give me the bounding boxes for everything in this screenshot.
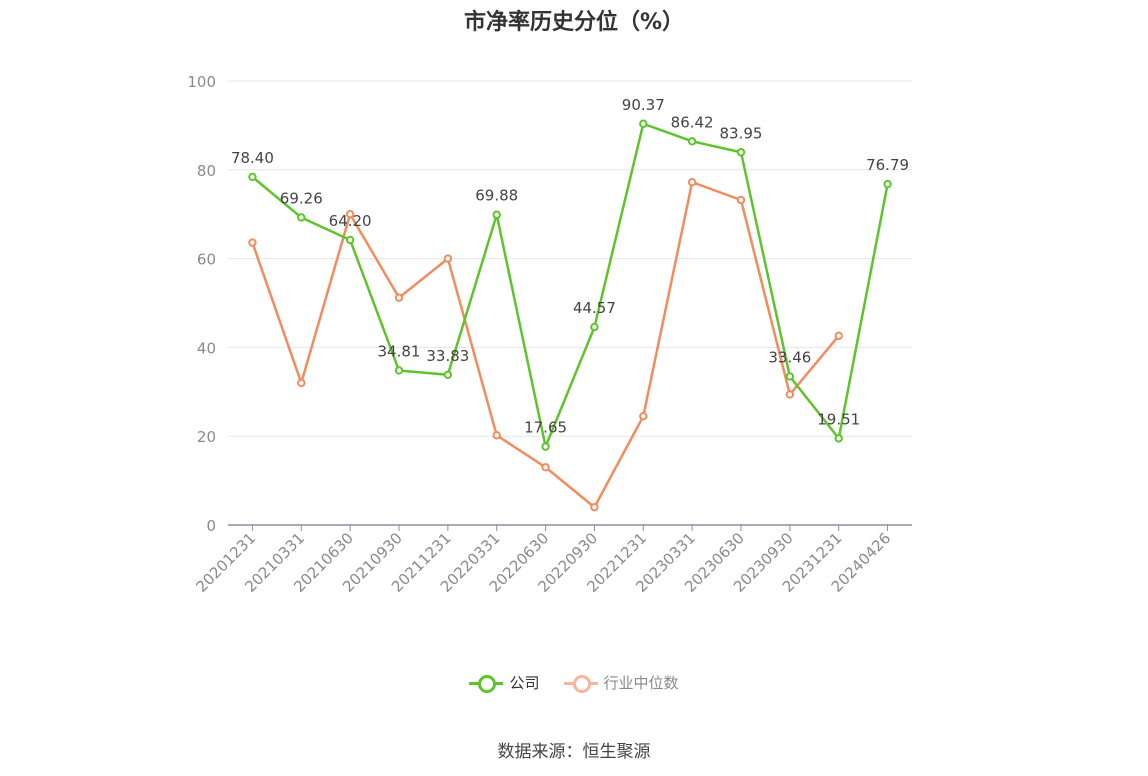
data-point xyxy=(394,293,404,302)
data-label: 44.57 xyxy=(573,299,616,317)
data-label: 34.81 xyxy=(378,342,421,360)
y-tick-label: 40 xyxy=(197,339,216,357)
data-label: 76.79 xyxy=(866,156,909,174)
data-point xyxy=(590,503,599,512)
data-label: 64.20 xyxy=(329,212,372,230)
data-label: 83.95 xyxy=(720,124,763,142)
series-lines xyxy=(248,119,892,512)
data-label: 17.65 xyxy=(524,419,567,437)
data-source-note: 数据来源：恒生聚源 xyxy=(497,742,651,762)
data-point xyxy=(785,372,795,381)
data-labels: 78.40 69.26 64.20 34.81 33.83 69.88 17.65 44.57… xyxy=(231,96,909,437)
data-point xyxy=(248,172,257,182)
data-point xyxy=(834,434,843,443)
data-point xyxy=(541,442,550,451)
data-point xyxy=(639,119,648,128)
y-tick-label: 60 xyxy=(197,251,216,269)
legend-item-company[interactable]: 公司 xyxy=(469,672,540,693)
data-point xyxy=(394,366,404,375)
data-point xyxy=(443,370,453,379)
data-point xyxy=(687,137,697,146)
data-point xyxy=(345,235,355,245)
y-tick-label: 100 xyxy=(187,73,216,91)
data-point xyxy=(687,178,697,187)
data-label: 86.42 xyxy=(671,113,714,131)
data-point xyxy=(248,238,257,247)
data-label: 33.46 xyxy=(768,348,811,366)
axes: 0204060801002020123120210331202106302021… xyxy=(187,73,912,596)
legend-item-industry-median[interactable]: 行业中位数 xyxy=(563,672,679,693)
legend-marker-industry-median xyxy=(563,674,598,693)
y-tick-label: 20 xyxy=(197,428,216,446)
data-point xyxy=(785,390,795,399)
data-point xyxy=(297,213,306,222)
data-point xyxy=(492,210,501,219)
data-point xyxy=(345,210,355,219)
chart-title: 市净率历史分位（%） xyxy=(463,10,685,35)
legend: 公司 行业中位数 xyxy=(0,672,1148,693)
data-point xyxy=(639,412,648,421)
data-point xyxy=(883,179,892,189)
series-line-1 xyxy=(251,180,840,509)
data-label: 90.37 xyxy=(622,96,665,114)
data-label: 19.51 xyxy=(817,410,860,428)
legend-marker-company xyxy=(469,674,504,693)
data-point xyxy=(590,322,599,332)
data-point xyxy=(736,148,746,157)
data-label: 78.40 xyxy=(231,149,274,167)
y-tick-label: 0 xyxy=(206,517,216,535)
data-label: 69.88 xyxy=(475,187,518,205)
data-point xyxy=(736,195,746,205)
data-point xyxy=(297,378,306,388)
legend-label-industry-median: 行业中位数 xyxy=(603,674,679,692)
data-point xyxy=(541,463,550,472)
data-label: 33.83 xyxy=(426,347,469,365)
y-tick-label: 80 xyxy=(197,162,216,180)
data-point xyxy=(443,254,453,263)
data-label: 69.26 xyxy=(280,189,323,207)
legend-label-company: 公司 xyxy=(509,674,540,692)
series-line-0 xyxy=(251,122,889,448)
grid-lines xyxy=(228,80,912,437)
data-point xyxy=(834,331,843,341)
data-point xyxy=(492,431,501,440)
